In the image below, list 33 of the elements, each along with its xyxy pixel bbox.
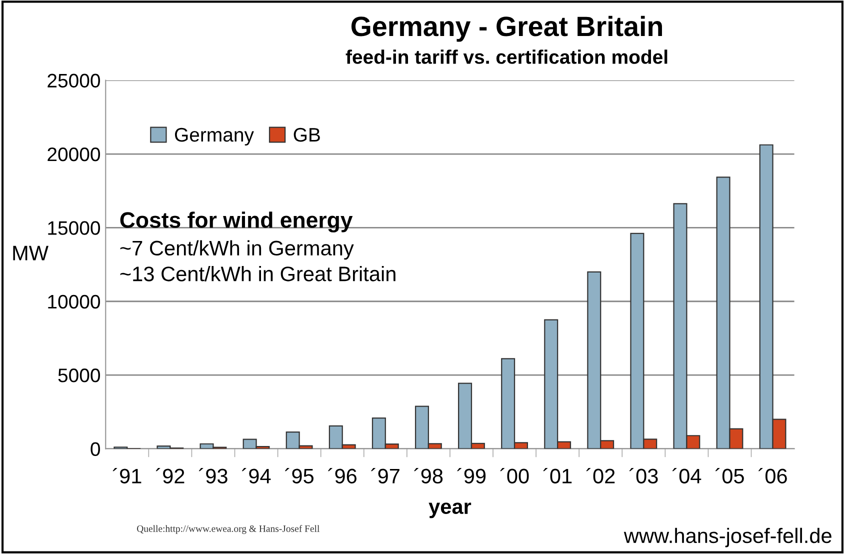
x-tick-label: ´97 xyxy=(371,468,400,484)
x-tick-label: ´96 xyxy=(328,468,356,484)
x-tick-label: ´94 xyxy=(242,468,271,484)
x-tick-label: ´02 xyxy=(586,468,615,484)
source-note: Quelle:http://www.ewea.org & Hans-Josef Fell xyxy=(137,524,320,534)
y-tick-label: 15000 xyxy=(48,221,100,235)
y-tick-label: 0 xyxy=(90,442,100,456)
x-tick-label: ´04 xyxy=(672,468,702,484)
text: www.hans-josef-fell.de xyxy=(624,528,832,548)
annotation: Costs for wind energy xyxy=(120,212,353,232)
x-tick-label: ´92 xyxy=(156,468,184,484)
x-tick-label: ´95 xyxy=(284,468,314,484)
y-axis-title: MW xyxy=(13,246,48,260)
x-tick-label: ´01 xyxy=(543,468,572,484)
x-tick-label: ´93 xyxy=(198,468,228,484)
annotation: ~7 Cent/kWh in Germany xyxy=(120,240,354,260)
y-tick-label: 10000 xyxy=(48,294,100,309)
legend-label: Germany xyxy=(174,128,254,146)
chart-subtitle: feed-in tariff vs. certification model xyxy=(346,50,668,64)
x-tick-label: ´00 xyxy=(500,468,529,484)
annotation: ~13 Cent/kWh in Great Britain xyxy=(120,266,396,282)
y-tick-label: 20000 xyxy=(48,147,100,162)
x-tick-label: ´05 xyxy=(715,468,744,484)
y-tick-label: 25000 xyxy=(48,74,100,88)
chart-title: Germany - Great Britain xyxy=(351,16,662,42)
x-tick-label: ´99 xyxy=(457,468,486,484)
legend-label: GB xyxy=(294,128,320,142)
x-tick-label: ´91 xyxy=(112,468,142,484)
y-tick-label: 5000 xyxy=(58,368,100,382)
x-tick-label: ´06 xyxy=(758,468,787,484)
x-tick-label: ´98 xyxy=(414,468,443,484)
x-tick-label: ´03 xyxy=(629,468,658,484)
x-axis-title: year xyxy=(428,502,472,518)
